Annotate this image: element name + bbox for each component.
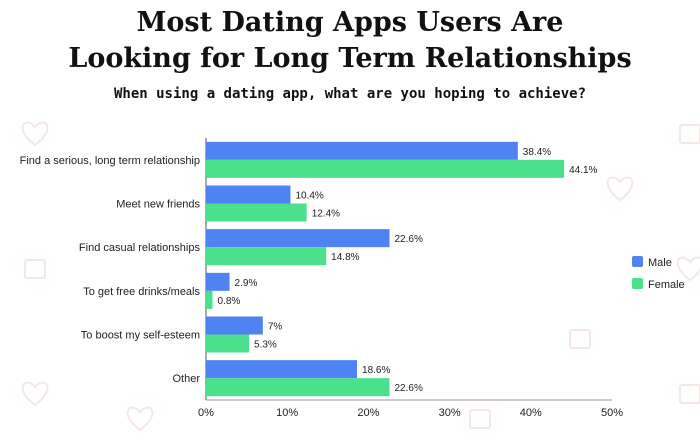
data-label: 2.9% (235, 278, 258, 289)
female-bar (206, 334, 250, 353)
data-label: 44.1% (569, 165, 597, 176)
legend-swatch-male (632, 256, 643, 267)
category-label: Find a serious, long term relationship (20, 155, 200, 167)
data-label: 38.4% (523, 147, 551, 158)
x-tick-label: 50% (601, 407, 623, 419)
x-tick-label: 30% (439, 407, 461, 419)
male-bar (206, 141, 518, 160)
female-bar (206, 290, 213, 309)
data-label: 14.8% (331, 252, 359, 263)
heart-icon (606, 176, 634, 202)
heart-icon (676, 256, 700, 282)
chart-title-line-2: Looking for Long Term Relationships (68, 43, 632, 74)
x-tick-label: 20% (357, 407, 379, 419)
female-bar (206, 378, 390, 397)
female-bar (206, 247, 327, 266)
gift-icon (679, 124, 700, 144)
x-tick-label: 0% (198, 407, 214, 419)
male-bar (206, 360, 358, 379)
data-label: 22.6% (395, 383, 423, 394)
chart-title-line-1: Most Dating Apps Users Are (136, 7, 564, 38)
heart-icon (21, 381, 49, 407)
legend-label-male: Male (648, 257, 672, 269)
heart-icon (126, 406, 154, 432)
category-label: Find casual relationships (79, 242, 201, 254)
male-bar (206, 316, 263, 335)
female-bar (206, 203, 307, 222)
legend-swatch-female (632, 278, 643, 289)
category-label: To boost my self-esteem (81, 330, 200, 342)
male-bar (206, 185, 291, 204)
x-tick-label: 10% (276, 407, 298, 419)
data-label: 7% (268, 322, 283, 333)
x-tick-label: 40% (520, 407, 542, 419)
heart-icon (21, 121, 49, 147)
male-bar (206, 229, 390, 248)
female-bar (206, 159, 565, 178)
male-bar (206, 272, 230, 291)
gift-icon (569, 329, 591, 349)
category-label: To get free drinks/meals (83, 286, 200, 298)
gift-icon (679, 384, 700, 404)
data-label: 12.4% (312, 209, 340, 220)
data-label: 0.8% (217, 296, 240, 307)
gift-icon (24, 259, 46, 279)
gift-icon (469, 409, 491, 429)
data-label: 22.6% (395, 234, 423, 245)
data-label: 18.6% (362, 365, 390, 376)
chart-subtitle: When using a dating app, what are you ho… (113, 86, 586, 102)
category-label: Meet new friends (116, 199, 200, 211)
data-label: 10.4% (295, 191, 323, 202)
data-label: 5.3% (254, 340, 277, 351)
category-label: Other (172, 373, 200, 385)
legend-label-female: Female (648, 279, 685, 291)
